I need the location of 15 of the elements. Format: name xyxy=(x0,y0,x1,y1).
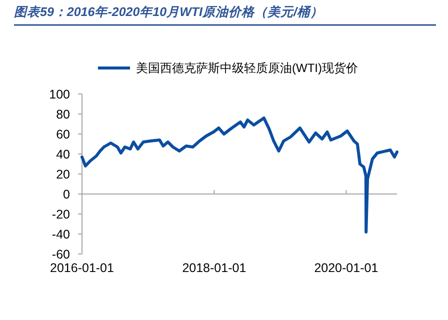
y-tick-label: 20 xyxy=(56,168,70,182)
y-tick-label: -60 xyxy=(52,248,70,262)
legend-label: 美国西德克萨斯中级轻质原油(WTI)现货价 xyxy=(136,61,358,75)
y-tick-label: 80 xyxy=(56,108,70,122)
x-tick-label: 2020-01-01 xyxy=(314,261,378,275)
y-tick-label: 60 xyxy=(56,128,70,142)
y-tick-label: 0 xyxy=(63,188,70,202)
x-tick-label: 2016-01-01 xyxy=(50,261,114,275)
chart-title: 图表59：2016年-2020年10月WTI原油价格（美元/桶） xyxy=(14,4,323,19)
x-tick-label: 2018-01-01 xyxy=(182,261,246,275)
y-tick-label: -40 xyxy=(52,228,70,242)
y-tick-label: -20 xyxy=(52,208,70,222)
line-series xyxy=(80,116,398,234)
y-tick-label: 100 xyxy=(49,88,70,102)
y-tick-label: 40 xyxy=(56,148,70,162)
